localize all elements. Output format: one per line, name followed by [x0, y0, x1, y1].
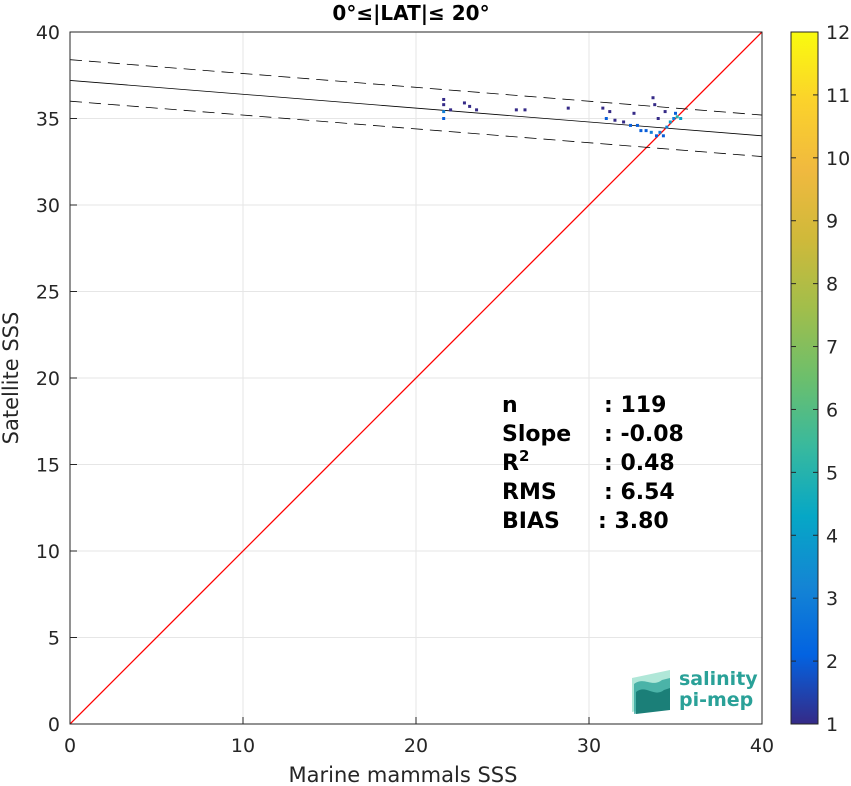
y-tick-label: 20 [36, 368, 60, 390]
data-point [675, 115, 679, 119]
stat-label: BIAS [502, 509, 560, 534]
data-point [674, 111, 677, 115]
stat-label: RMS [502, 480, 557, 505]
colorbar-tick-label: 9 [826, 211, 838, 233]
colorbar-tick-label: 2 [826, 651, 838, 673]
data-point [442, 97, 446, 101]
colorbar-tick-label: 5 [826, 462, 838, 484]
stat-label: n [502, 393, 518, 418]
colorbar-tick-label: 6 [826, 399, 838, 421]
data-point [468, 104, 472, 108]
chart-title: 0°≤|LAT|≤ 20° [332, 1, 489, 25]
colorbar-tick-label: 4 [826, 525, 838, 547]
data-point [644, 129, 648, 133]
colorbar-gradient [790, 31, 819, 725]
y-tick-label: 35 [36, 109, 60, 131]
data-point [514, 108, 518, 112]
fit-bound-line [70, 100, 762, 157]
data-point [442, 103, 446, 107]
data-point [656, 117, 660, 120]
y-tick-label: 0 [48, 714, 60, 736]
colorbar-tick-label: 10 [826, 148, 850, 170]
data-point [668, 120, 672, 124]
colorbar-tick-label: 11 [826, 85, 850, 107]
stat-value: : 119 [604, 393, 666, 418]
x-tick-label: 30 [577, 735, 601, 757]
colorbar-tick-label: 8 [826, 274, 838, 296]
x-axis-label: Marine mammals SSS [289, 763, 518, 786]
data-point [651, 96, 655, 100]
data-point [604, 117, 608, 120]
stat-value: : 0.48 [604, 451, 675, 476]
data-point [442, 117, 446, 120]
stat-value: : 3.80 [598, 509, 669, 534]
data-point [629, 123, 633, 127]
x-tick-label: 40 [750, 735, 774, 757]
logo-wave-icon [636, 688, 670, 714]
logo-line2: pi-mep [679, 689, 753, 711]
y-tick-label: 10 [36, 541, 60, 563]
data-point [632, 111, 636, 115]
plot-lines [70, 32, 762, 724]
data-point [462, 101, 466, 105]
x-tick-label: 20 [404, 735, 428, 757]
colorbar-tick-label: 12 [826, 22, 850, 44]
data-point [608, 110, 612, 114]
y-axis-ticks: 0 5 10 15 20 25 30 35 40 [36, 22, 77, 736]
y-tick-label: 5 [48, 628, 60, 650]
colorbar-tick-label: 3 [826, 588, 838, 610]
x-tick-label: 10 [231, 735, 255, 757]
y-tick-label: 40 [36, 22, 60, 44]
data-point [679, 117, 683, 120]
data-point [635, 123, 639, 127]
data-point [653, 103, 657, 107]
y-axis-label: Satellite SSS [0, 312, 23, 445]
data-point [613, 118, 617, 122]
data-point [654, 134, 658, 138]
stat-value: : -0.08 [604, 422, 684, 447]
data-point [601, 106, 605, 110]
data-point [663, 110, 667, 114]
data-points [442, 96, 683, 138]
data-point [672, 117, 676, 120]
data-point [622, 120, 626, 124]
data-point [523, 108, 527, 112]
stat-label: Slope [502, 422, 571, 447]
data-point [658, 130, 662, 134]
data-point [475, 108, 479, 112]
data-point [649, 130, 653, 134]
data-point [449, 108, 453, 112]
y-tick-label: 25 [36, 282, 60, 304]
y-tick-label: 30 [36, 195, 60, 217]
salinity-pi-mep-logo: salinity pi-mep [632, 668, 758, 714]
data-point [442, 110, 446, 114]
stat-value: : 6.54 [604, 480, 675, 505]
y-tick-label: 15 [36, 455, 60, 477]
x-axis-ticks: 0 10 20 30 40 [64, 717, 774, 757]
data-point [665, 125, 669, 129]
fit-line [70, 80, 762, 137]
data-point [566, 106, 570, 110]
x-tick-label: 0 [64, 735, 76, 757]
logo-line1: salinity [679, 668, 758, 690]
fit-bound-line [70, 59, 762, 116]
colorbar-tick-label: 7 [826, 337, 838, 359]
data-point [661, 134, 665, 138]
colorbar-tick-label: 1 [826, 714, 838, 736]
data-point [639, 129, 643, 133]
